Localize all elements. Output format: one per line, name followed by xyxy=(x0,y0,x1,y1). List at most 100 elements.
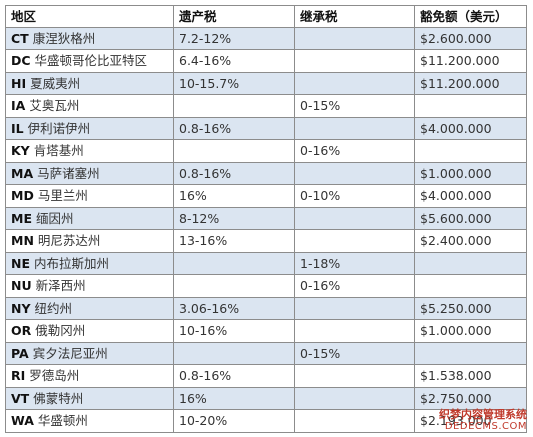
region-cell: CT 康涅狄格州 xyxy=(5,27,173,49)
state-name: 佛蒙特州 xyxy=(33,390,84,406)
header-estate-tax: 遗产税 xyxy=(173,6,294,27)
exemption-cell: $11.200.000 xyxy=(414,50,527,72)
region-cell: KY 肯塔基州 xyxy=(5,140,173,162)
state-code: OR xyxy=(11,323,32,338)
inheritance-tax-cell xyxy=(294,117,414,139)
region-cell: ME 缅因州 xyxy=(5,207,173,229)
region-cell: NE 内布拉斯加州 xyxy=(5,252,173,274)
state-code: HI xyxy=(11,75,27,91)
region-cell: MN 明尼苏达州 xyxy=(5,230,173,252)
state-name: 内布拉斯加州 xyxy=(34,255,110,271)
exemption-cell: $2.600.000 xyxy=(414,27,527,49)
exemption-cell xyxy=(414,140,527,162)
header-exemption: 豁免额（美元） xyxy=(414,6,527,27)
inheritance-tax-cell xyxy=(294,50,414,72)
state-code: CT xyxy=(11,30,29,46)
inheritance-tax-cell xyxy=(294,27,414,49)
table-row: DC 华盛顿哥伦比亚特区 6.4-16% $11.200.000 xyxy=(5,50,527,73)
state-name: 新泽西州 xyxy=(35,278,86,293)
estate-tax-cell xyxy=(173,252,294,274)
estate-tax-cell xyxy=(173,342,294,364)
inheritance-tax-cell: 0-15% xyxy=(294,342,414,364)
table-row: KY 肯塔基州 0-16% xyxy=(5,140,527,163)
inheritance-tax-cell: 0-10% xyxy=(294,185,414,207)
estate-tax-cell: 3.06-16% xyxy=(173,297,294,319)
watermark-line2: DEDECMS.COM xyxy=(444,421,527,432)
state-name: 华盛顿哥伦比亚特区 xyxy=(34,53,148,68)
inheritance-tax-cell xyxy=(294,365,414,387)
state-name: 缅因州 xyxy=(35,210,74,226)
watermark-line1: 织梦内容管理系统 xyxy=(439,408,527,421)
table-row: NE 内布拉斯加州 1-18% xyxy=(5,252,527,275)
table-row: NY 纽约州 3.06-16% $5.250.000 xyxy=(5,297,527,320)
table-header-row: 地区 遗产税 继承税 豁免额（美元） xyxy=(5,5,527,28)
estate-tax-cell: 16% xyxy=(173,185,294,207)
state-name: 华盛顿州 xyxy=(37,413,88,428)
estate-tax-cell: 16% xyxy=(173,387,294,409)
state-code: ME xyxy=(11,210,32,226)
exemption-cell xyxy=(414,342,527,364)
state-code: WA xyxy=(11,413,34,428)
table-row: ME 缅因州 8-12% $5.600.000 xyxy=(5,207,527,230)
exemption-cell: $11.200.000 xyxy=(414,72,527,94)
table-row: OR 俄勒冈州 10-16% $1.000.000 xyxy=(5,320,527,343)
region-cell: VT 佛蒙特州 xyxy=(5,387,173,409)
estate-tax-cell: 10-16% xyxy=(173,320,294,342)
state-code: MA xyxy=(11,165,34,181)
region-cell: NY 纽约州 xyxy=(5,297,173,319)
region-cell: NU 新泽西州 xyxy=(5,275,173,297)
inheritance-tax-cell: 1-18% xyxy=(294,252,414,274)
inheritance-tax-cell xyxy=(294,207,414,229)
estate-tax-cell: 10-15.7% xyxy=(173,72,294,94)
region-cell: IA 艾奥瓦州 xyxy=(5,95,173,117)
exemption-cell xyxy=(414,252,527,274)
state-name: 纽约州 xyxy=(34,300,73,316)
region-cell: HI 夏威夷州 xyxy=(5,72,173,94)
exemption-cell: $1.000.000 xyxy=(414,162,527,184)
state-name: 俄勒冈州 xyxy=(35,323,86,338)
state-name: 马里兰州 xyxy=(37,188,88,203)
region-cell: MA 马萨诸塞州 xyxy=(5,162,173,184)
state-code: NY xyxy=(11,300,31,316)
estate-tax-cell xyxy=(173,95,294,117)
inheritance-tax-cell: 0-15% xyxy=(294,95,414,117)
table-row: RI 罗德岛州 0.8-16% $1.538.000 xyxy=(5,365,527,388)
region-cell: PA 宾夕法尼亚州 xyxy=(5,342,173,364)
state-code: PA xyxy=(11,345,29,361)
state-code: VT xyxy=(11,390,30,406)
table-row: NU 新泽西州 0-16% xyxy=(5,275,527,298)
inheritance-tax-cell xyxy=(294,410,414,432)
estate-tax-cell: 0.8-16% xyxy=(173,162,294,184)
exemption-cell: $5.600.000 xyxy=(414,207,527,229)
exemption-cell: $5.250.000 xyxy=(414,297,527,319)
inheritance-tax-cell: 0-16% xyxy=(294,140,414,162)
state-code: IL xyxy=(11,120,24,136)
exemption-cell: $4.000.000 xyxy=(414,185,527,207)
table-row: CT 康涅狄格州 7.2-12% $2.600.000 xyxy=(5,27,527,50)
estate-tax-cell: 10-20% xyxy=(173,410,294,432)
exemption-cell: $1.000.000 xyxy=(414,320,527,342)
region-cell: WA 华盛顿州 xyxy=(5,410,173,432)
inheritance-tax-cell xyxy=(294,230,414,252)
state-name: 伊利诺伊州 xyxy=(27,120,91,136)
state-name: 马萨诸塞州 xyxy=(37,165,100,181)
table-row: IL 伊利诺伊州 0.8-16% $4.000.000 xyxy=(5,117,527,140)
estate-tax-cell: 8-12% xyxy=(173,207,294,229)
estate-tax-cell: 7.2-12% xyxy=(173,27,294,49)
exemption-cell: $2.750.000 xyxy=(414,387,527,409)
state-name: 明尼苏达州 xyxy=(37,233,101,248)
exemption-cell: $1.538.000 xyxy=(414,365,527,387)
region-cell: RI 罗德岛州 xyxy=(5,365,173,387)
exemption-cell xyxy=(414,95,527,117)
state-code: NU xyxy=(11,278,32,293)
table-row: HI 夏威夷州 10-15.7% $11.200.000 xyxy=(5,72,527,95)
state-code: RI xyxy=(11,368,26,383)
inheritance-tax-cell xyxy=(294,297,414,319)
region-cell: MD 马里兰州 xyxy=(5,185,173,207)
region-cell: IL 伊利诺伊州 xyxy=(5,117,173,139)
header-inheritance-tax: 继承税 xyxy=(294,6,414,27)
exemption-cell: $2.400.000 xyxy=(414,230,527,252)
table-row: MA 马萨诸塞州 0.8-16% $1.000.000 xyxy=(5,162,527,185)
state-name: 康涅狄格州 xyxy=(32,30,96,46)
table-row: WA 华盛顿州 10-20% $2.193.000 xyxy=(5,410,527,433)
